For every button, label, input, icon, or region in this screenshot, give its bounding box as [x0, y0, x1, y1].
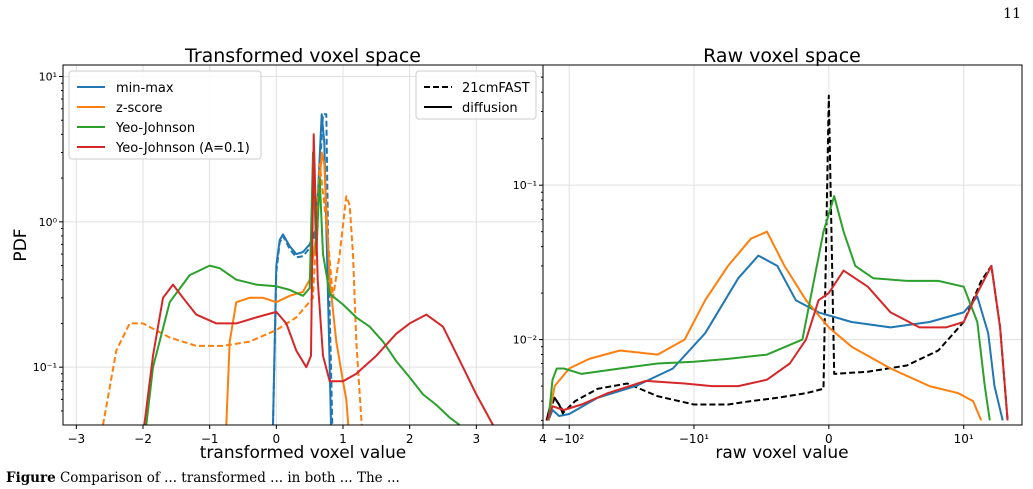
x-tick-label: 0 — [273, 432, 281, 446]
x-tick-label: −10² — [554, 432, 584, 446]
caption-label: Figure — [6, 470, 56, 486]
y-tick-label: 10⁻¹ — [513, 179, 537, 192]
x-tick-label: 3 — [473, 432, 481, 446]
left-ticks: −3 −2 −1 0 1 2 3 4 10⁻¹ 10⁰ 10¹ — [33, 71, 547, 446]
page-number: 11 — [1003, 6, 1021, 22]
series-line-yeo-johnson-a-0-1 — [546, 264, 1009, 421]
figure: Transformed voxel space Raw voxel space … — [11, 45, 1023, 463]
legend-label-diffusion: diffusion — [462, 101, 518, 116]
legend-label-21cmfast: 21cmFAST — [462, 81, 530, 96]
right-ticks: −10² −10¹ 0 10¹ 10⁻² 10⁻¹ — [513, 76, 974, 446]
legend-label-yeo-johnson: Yeo-Johnson — [115, 121, 195, 136]
x-tick-label: −10¹ — [679, 432, 709, 446]
left-plot-lines — [102, 113, 494, 425]
x-tick-label: 0 — [825, 432, 833, 446]
style-legend: 21cmFAST diffusion — [415, 70, 537, 120]
series-line-yeo-johnson — [145, 151, 461, 425]
x-tick-label: 10¹ — [954, 432, 974, 446]
right-x-axis-label: raw voxel value — [715, 443, 848, 463]
left-x-axis-label: transformed voxel value — [200, 443, 407, 463]
series-line-yeo-johnson-a-0-1 — [143, 133, 494, 425]
legend-label-z-score: z-score — [116, 101, 162, 116]
x-tick-label: −2 — [134, 432, 152, 446]
caption-text: Comparison of ... transformed ... in bot… — [59, 470, 400, 486]
legend-label-min-max: min-max — [116, 81, 174, 96]
right-chart-title: Raw voxel space — [703, 45, 861, 67]
x-tick-label: −1 — [201, 432, 219, 446]
y-tick-label: 10⁻² — [513, 334, 537, 347]
x-tick-label: −3 — [67, 432, 85, 446]
figure-caption: Figure Comparison of ... transformed ...… — [6, 470, 1033, 486]
series-line-z-score-dashed — [102, 163, 363, 425]
series-line-min-max — [272, 113, 332, 425]
y-tick-label: 10¹ — [39, 71, 57, 84]
series-legend: min-max z-score Yeo-Johnson Yeo-Johnson … — [68, 70, 262, 160]
y-tick-label: 10⁻¹ — [33, 361, 57, 374]
legend-label-yeo-johnson-a: Yeo-Johnson (A=0.1) — [115, 141, 250, 156]
right-axes-frame — [542, 64, 1023, 426]
x-tick-label: 4 — [539, 432, 547, 446]
y-tick-label: 10⁰ — [39, 216, 58, 229]
right-plot-lines — [545, 94, 1009, 421]
series-line-z-score — [547, 230, 983, 421]
x-tick-label: 1 — [339, 432, 347, 446]
y-axis-label: PDF — [11, 228, 31, 261]
x-tick-label: 2 — [406, 432, 414, 446]
series-line-yeo-johnson — [547, 195, 991, 421]
left-chart-title: Transformed voxel space — [184, 45, 421, 67]
right-grid — [543, 65, 1022, 425]
